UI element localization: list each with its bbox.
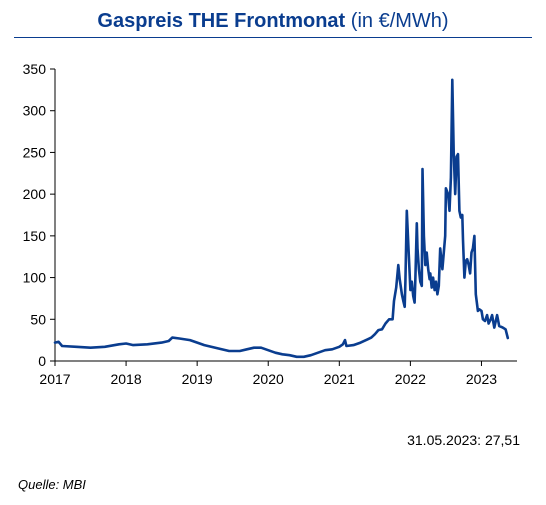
x-axis: 2017 2018 2019 2020 2021 2022 2023 (39, 360, 517, 387)
x-tick-label: 2020 (253, 371, 284, 387)
x-tick-label: 2021 (324, 371, 355, 387)
x-tick-label: 2019 (182, 371, 213, 387)
x-tick-label: 2022 (395, 371, 426, 387)
y-tick-label: 0 (38, 353, 46, 369)
x-tick-label: 2018 (110, 371, 141, 387)
x-tick-label: 2023 (466, 371, 497, 387)
y-tick-label: 100 (23, 270, 47, 286)
y-tick-label: 300 (23, 103, 47, 119)
chart-title-unit: (in €/MWh) (350, 10, 449, 32)
y-tick-label: 50 (30, 311, 46, 327)
y-tick-label: 250 (23, 144, 47, 160)
y-tick-label: 350 (23, 61, 47, 77)
y-tick-label: 200 (23, 186, 47, 202)
x-tick-label: 2017 (39, 371, 70, 387)
series-line-0 (53, 78, 510, 359)
y-axis: 0 50 100 150 200 250 300 350 (23, 61, 56, 369)
source-note: Quelle: MBI (18, 477, 86, 492)
y-tick-label: 150 (23, 228, 47, 244)
chart-title: Gaspreis THE Frontmonat (in €/MWh) (0, 10, 546, 33)
title-rule (14, 37, 532, 38)
chart-title-main: Gaspreis THE Frontmonat (97, 10, 346, 32)
series-group (53, 78, 510, 359)
last-value-annotation: 31.05.2023: 27,51 (407, 432, 520, 448)
